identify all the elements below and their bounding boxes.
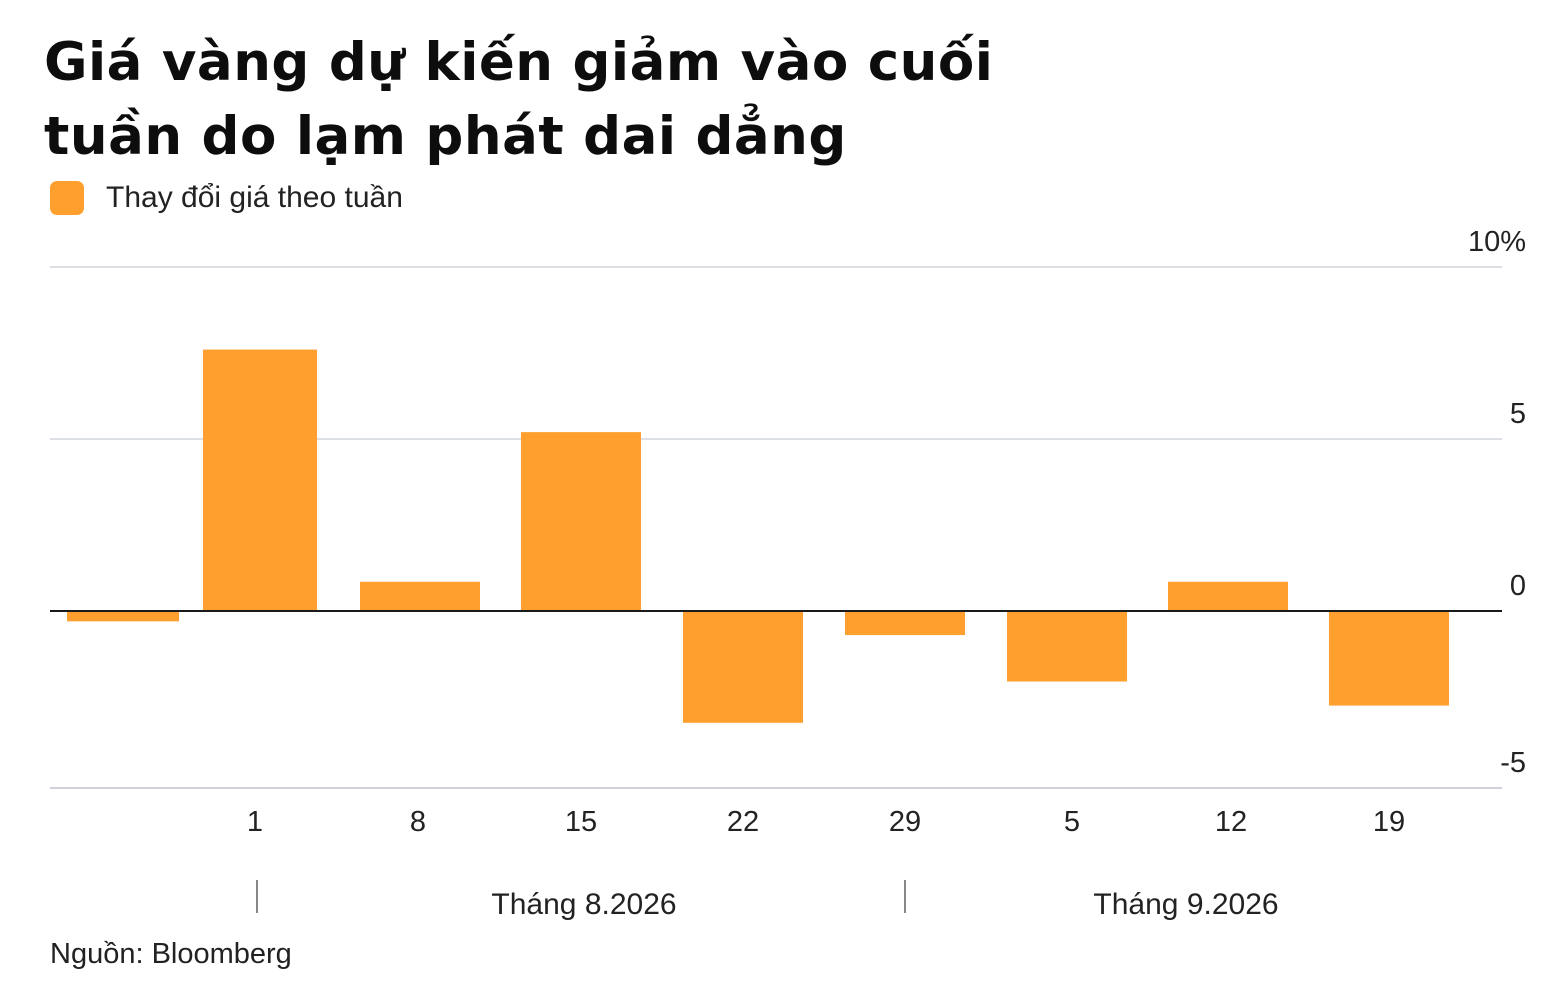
legend-swatch bbox=[50, 181, 84, 215]
x-group-label: Tháng 9.2026 bbox=[1093, 888, 1278, 921]
bar bbox=[683, 611, 803, 723]
bar bbox=[360, 581, 480, 611]
y-tick-label: 5 bbox=[1510, 398, 1526, 430]
x-tick-label: 8 bbox=[410, 806, 426, 838]
chart-title: Giá vàng dự kiến giảm vào cuối tuần do l… bbox=[44, 32, 994, 167]
x-tick-label: 22 bbox=[727, 806, 759, 838]
x-group-label: Tháng 8.2026 bbox=[491, 888, 676, 921]
x-tick-label: 29 bbox=[889, 806, 921, 838]
bar bbox=[845, 611, 965, 636]
x-tick-label: 15 bbox=[565, 806, 597, 838]
x-tick-label: 19 bbox=[1373, 806, 1405, 838]
y-tick-label: 0 bbox=[1510, 570, 1526, 602]
x-tick-label: 12 bbox=[1215, 806, 1247, 838]
bar bbox=[1329, 611, 1449, 706]
source-note: Nguồn: Bloomberg bbox=[50, 938, 292, 970]
y-tick-label: 10% bbox=[1468, 226, 1526, 258]
bar bbox=[1168, 581, 1288, 611]
x-tick-label: 1 bbox=[247, 806, 263, 838]
x-tick-label: 5 bbox=[1064, 806, 1080, 838]
y-tick-label: -5 bbox=[1500, 747, 1526, 779]
bar bbox=[1007, 611, 1127, 682]
bar bbox=[203, 349, 317, 611]
legend: Thay đổi giá theo tuần bbox=[50, 180, 403, 216]
legend-label: Thay đổi giá theo tuần bbox=[106, 181, 403, 214]
bar bbox=[67, 611, 179, 622]
bar bbox=[521, 432, 641, 611]
